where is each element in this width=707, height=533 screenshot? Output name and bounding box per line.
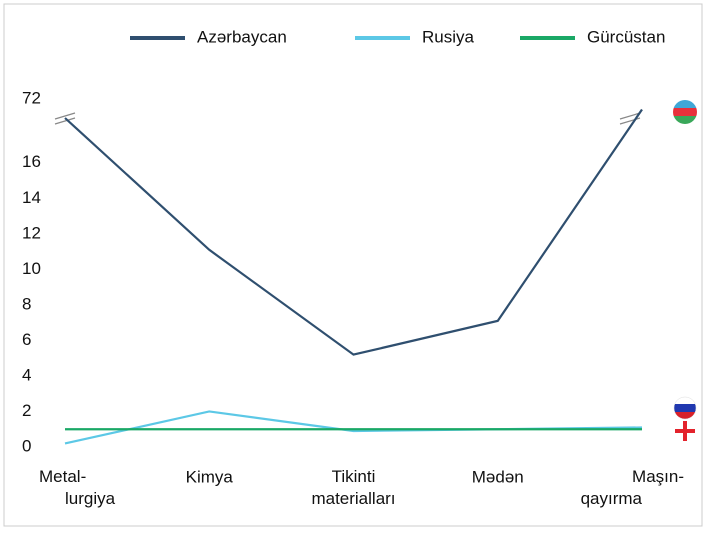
- series-line: [64, 410, 643, 445]
- y-tick-label: 0: [22, 436, 31, 455]
- x-tick-label: Mədən: [472, 467, 524, 486]
- x-tick-label: Kimya: [186, 467, 234, 486]
- x-tick-label: Maşın-qayırma: [581, 467, 684, 508]
- series-line: [64, 108, 643, 356]
- axis-break-mark: [54, 117, 76, 125]
- x-tick-label: Tikinti materialları: [311, 467, 395, 508]
- axis-break-mark: [619, 117, 641, 125]
- y-tick-label: 10: [22, 259, 41, 278]
- y-tick-label: 2: [22, 401, 31, 420]
- axis-break-mark: [54, 112, 76, 120]
- y-tick-label: 12: [22, 223, 41, 242]
- y-tick-label: 72: [22, 88, 41, 107]
- flag-azerbaijan: [673, 100, 697, 124]
- x-tick-label: Metal-lurgiya: [39, 467, 116, 508]
- flag-georgia: [675, 421, 695, 441]
- y-tick-label: 14: [22, 188, 41, 207]
- legend-label: Azərbaycan: [197, 27, 287, 46]
- y-tick-label: 8: [22, 294, 31, 313]
- y-tick-label: 4: [22, 365, 31, 384]
- frame: [3, 3, 703, 527]
- axis-break-mark: [619, 112, 641, 120]
- flag-russia: [673, 396, 697, 420]
- legend-label: Gürcüstan: [587, 27, 665, 46]
- y-tick-label: 6: [22, 330, 31, 349]
- y-tick-label: 16: [22, 152, 41, 171]
- legend-label: Rusiya: [422, 27, 475, 46]
